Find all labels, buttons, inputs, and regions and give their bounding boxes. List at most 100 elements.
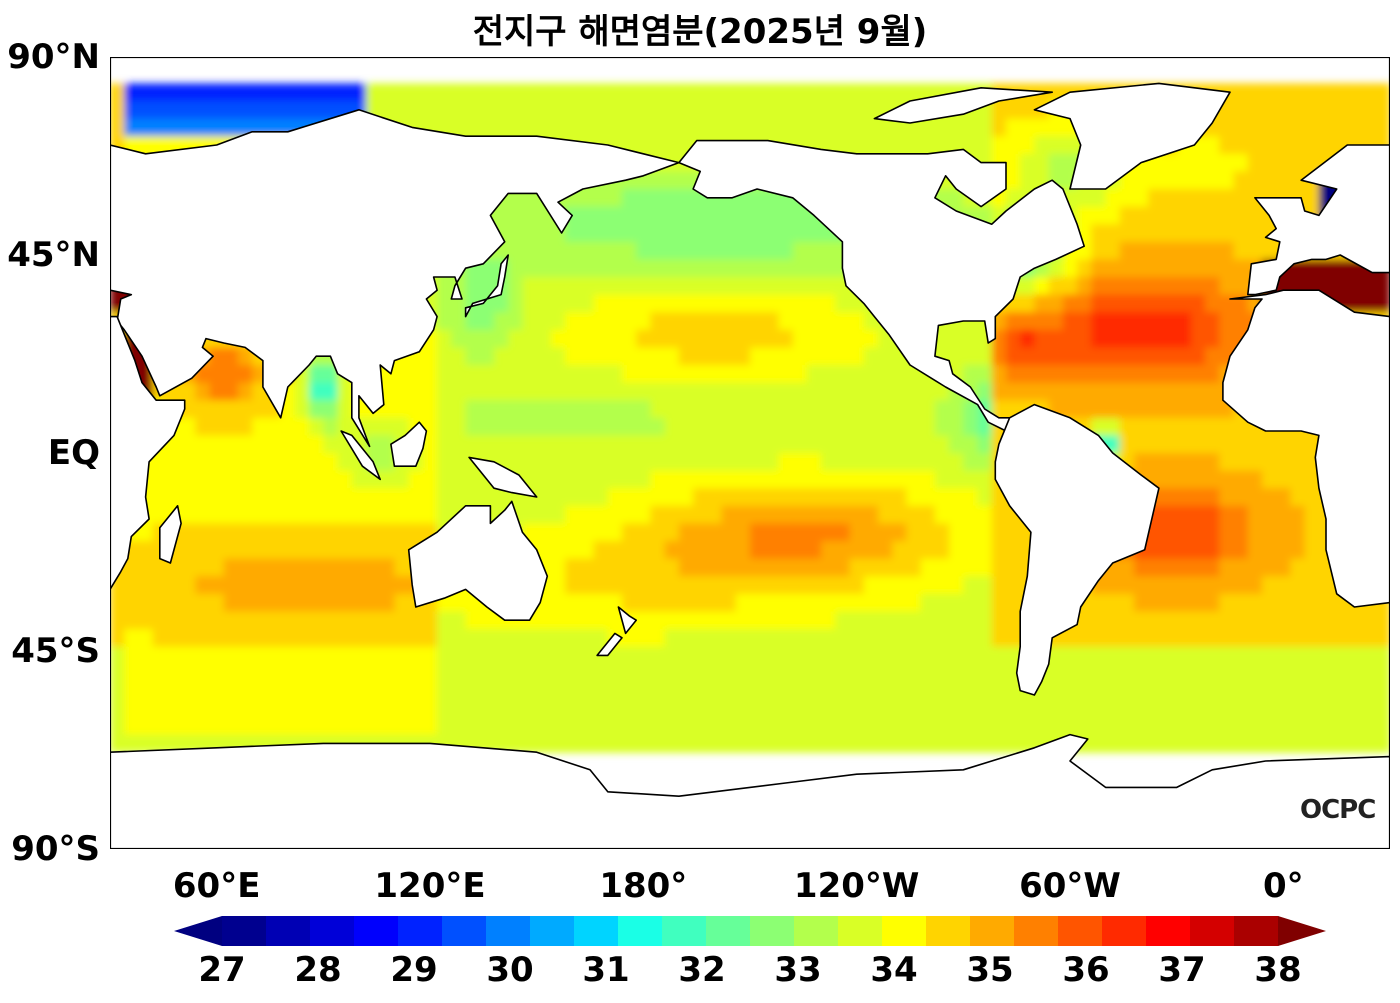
salinity-cell	[678, 681, 694, 700]
salinity-cell	[664, 523, 680, 542]
salinity-cell	[1148, 224, 1163, 243]
salinity-cell	[437, 294, 452, 313]
salinity-cell	[1190, 734, 1206, 753]
salinity-cell	[707, 83, 723, 102]
salinity-cell	[849, 101, 865, 120]
salinity-cell	[1134, 681, 1149, 700]
salinity-cell	[607, 576, 623, 595]
salinity-cell	[678, 611, 694, 630]
salinity-cell	[678, 505, 694, 524]
salinity-cell	[678, 294, 694, 313]
salinity-cell	[565, 734, 580, 753]
salinity-cell	[366, 417, 381, 436]
salinity-cell	[252, 717, 267, 736]
salinity-cell	[1333, 646, 1348, 665]
salinity-cell	[622, 83, 637, 102]
salinity-cell	[380, 576, 395, 595]
salinity-cell	[678, 118, 694, 137]
salinity-cell	[1091, 400, 1107, 419]
landmass-america_n	[678, 139, 1086, 432]
salinity-cell	[934, 681, 950, 700]
salinity-cell	[1091, 189, 1107, 208]
salinity-cell	[238, 523, 253, 542]
salinity-cell	[479, 611, 495, 630]
salinity-cell	[607, 699, 623, 718]
salinity-cell	[1020, 171, 1035, 190]
salinity-cell	[678, 717, 694, 736]
salinity-cell	[707, 382, 723, 401]
salinity-cell	[380, 611, 395, 630]
salinity-cell	[607, 470, 623, 489]
salinity-cell	[1361, 629, 1377, 648]
salinity-cell	[707, 646, 723, 665]
salinity-cell	[323, 646, 339, 665]
salinity-cell	[707, 717, 723, 736]
salinity-cell	[1034, 153, 1050, 172]
salinity-cell	[849, 417, 865, 436]
salinity-cell	[821, 523, 836, 542]
salinity-cell	[522, 417, 538, 436]
salinity-cell	[437, 505, 452, 524]
salinity-cell	[181, 83, 196, 102]
salinity-cell	[110, 629, 125, 648]
salinity-cell	[1176, 277, 1192, 296]
landmass-newguinea	[468, 456, 538, 498]
salinity-cell	[536, 224, 552, 243]
salinity-cell	[1247, 611, 1263, 630]
salinity-cell	[892, 541, 907, 560]
salinity-cell	[166, 699, 182, 718]
salinity-cell	[593, 365, 609, 384]
salinity-cell	[1119, 611, 1135, 630]
salinity-cell	[181, 453, 196, 472]
salinity-cell	[1134, 400, 1149, 419]
salinity-cell	[1247, 453, 1263, 472]
salinity-cell	[1233, 83, 1249, 102]
salinity-cell	[821, 470, 836, 489]
salinity-cell	[1262, 734, 1277, 753]
salinity-cell	[721, 611, 737, 630]
salinity-cell	[835, 646, 851, 665]
salinity-cell	[1134, 382, 1149, 401]
salinity-cell	[550, 277, 566, 296]
salinity-cell	[1219, 470, 1235, 489]
salinity-cell	[920, 470, 936, 489]
salinity-cell	[351, 681, 367, 700]
salinity-cell	[949, 417, 964, 436]
salinity-cell	[366, 681, 381, 700]
landmass-greenland	[1033, 82, 1231, 190]
salinity-cell	[664, 101, 680, 120]
salinity-cell	[536, 541, 552, 560]
salinity-cell	[1006, 629, 1021, 648]
salinity-cell	[977, 629, 993, 648]
salinity-cell	[579, 541, 595, 560]
salinity-cell	[906, 646, 922, 665]
salinity-cell	[664, 488, 680, 507]
salinity-cell	[309, 629, 324, 648]
salinity-cell	[750, 118, 765, 137]
salinity-cell	[437, 699, 452, 718]
salinity-cell	[1134, 717, 1149, 736]
salinity-cell	[508, 365, 523, 384]
salinity-cell	[1290, 83, 1306, 102]
salinity-cell	[494, 118, 509, 137]
salinity-cell	[949, 646, 964, 665]
salinity-cell	[494, 365, 509, 384]
salinity-cell	[750, 664, 765, 683]
salinity-cell	[494, 417, 509, 436]
salinity-cell	[963, 629, 979, 648]
salinity-cell	[735, 646, 751, 665]
salinity-cell	[536, 400, 552, 419]
salinity-cell	[522, 717, 538, 736]
salinity-cell	[550, 664, 566, 683]
salinity-cell	[294, 681, 310, 700]
salinity-cell	[1176, 576, 1192, 595]
salinity-cell	[223, 611, 239, 630]
landmass-nz_s	[596, 632, 623, 657]
salinity-cell	[892, 417, 907, 436]
salinity-cell	[991, 136, 1007, 155]
salinity-cell	[1190, 329, 1206, 348]
salinity-cell	[536, 646, 552, 665]
salinity-cell	[593, 259, 609, 278]
salinity-cell	[522, 259, 538, 278]
salinity-cell	[835, 312, 851, 331]
